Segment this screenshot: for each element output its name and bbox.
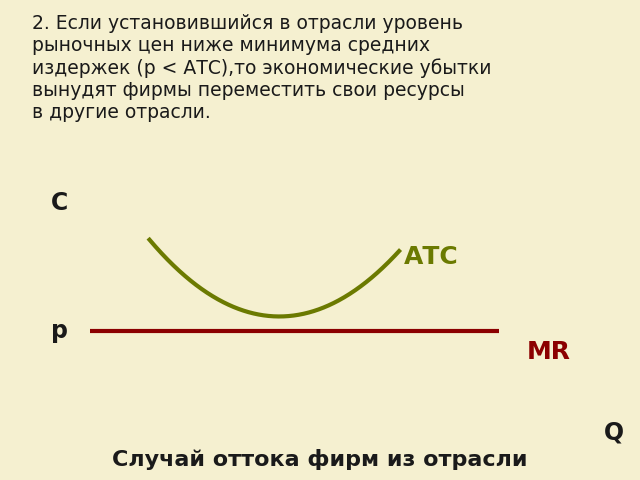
Text: MR: MR (527, 339, 571, 363)
Text: АТС: АТС (404, 245, 459, 269)
Text: Q: Q (604, 420, 624, 444)
Text: С: С (51, 191, 68, 215)
Text: Случай оттока фирм из отрасли: Случай оттока фирм из отрасли (112, 449, 528, 470)
Text: р: р (51, 319, 68, 343)
Text: 2. Если установившийся в отрасли уровень
рыночных цен ниже минимума средних
изде: 2. Если установившийся в отрасли уровень… (32, 14, 492, 122)
